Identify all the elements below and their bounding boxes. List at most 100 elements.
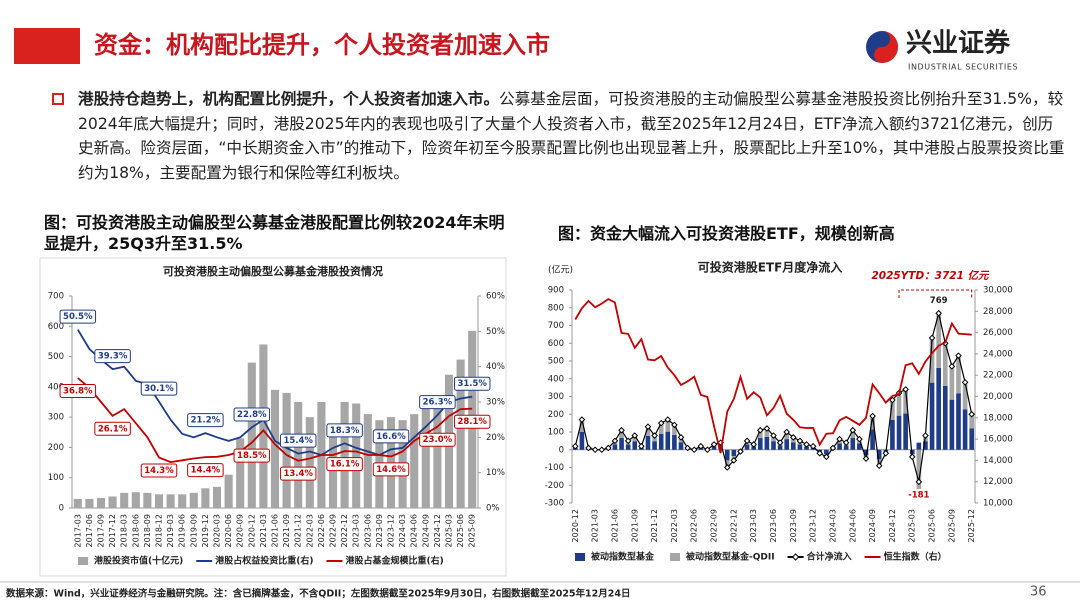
annotation: 2025YTD：3721 亿元 [871, 269, 990, 282]
marker [737, 448, 744, 455]
data-label-box [140, 463, 178, 478]
marker [644, 423, 652, 430]
marker [816, 449, 824, 457]
y2-tick-label: 16,000 [983, 435, 1013, 445]
x-tick-label: 2023-09 [789, 509, 798, 542]
legend-key [78, 557, 88, 565]
x-tick-label: 2018-06 [131, 514, 140, 547]
x-tick-label: 2025-03 [445, 514, 454, 547]
data-label: 14.3% [144, 466, 174, 476]
bar [143, 492, 152, 508]
data-label-group: 14.6% [372, 462, 410, 477]
bar [949, 399, 955, 450]
bar [201, 488, 210, 508]
data-label: 16.1% [330, 460, 360, 470]
bar [178, 494, 187, 508]
x-tick-label: 2018-03 [120, 514, 129, 547]
marker [948, 363, 956, 370]
data-label-group: 39.3% [94, 349, 131, 364]
marker [889, 396, 896, 404]
marker [836, 435, 843, 443]
bar [120, 492, 129, 508]
footer-source: 数据来源：Wind，兴业证券经济与金融研究院。注：含已摘牌基金，不含QDII；左… [5, 588, 630, 600]
x-tick-label: 2021-06 [610, 509, 619, 542]
bar [771, 441, 776, 450]
x-tick-label: 2022-12 [729, 509, 738, 542]
bar [744, 444, 750, 450]
marker [869, 412, 876, 420]
data-label: -181 [908, 490, 929, 500]
x-tick-label: 2022-03 [305, 514, 314, 547]
bar [890, 419, 895, 450]
bar [282, 392, 291, 508]
logo-subtext: INDUSTRIAL SECURITIES [908, 63, 1018, 72]
marker [809, 442, 817, 450]
data-label-box [279, 466, 317, 481]
bar [108, 496, 117, 508]
data-label: 21.2% [191, 416, 221, 426]
bar [619, 430, 624, 439]
data-label-box [372, 462, 410, 477]
x-tick-label: 2025-12 [967, 509, 976, 542]
marker [730, 457, 738, 464]
bar [843, 445, 849, 450]
bar [916, 449, 922, 489]
x-tick-label: 2024-12 [888, 509, 897, 542]
y2-tick-label: 10,000 [983, 499, 1013, 509]
data-label: 31.5% [457, 379, 487, 389]
y2-tick-label: 18,000 [983, 413, 1013, 423]
bar [305, 417, 314, 508]
bar [731, 449, 737, 457]
x-tick-label: 2022-09 [329, 514, 338, 547]
y2-tick-label: 12,000 [983, 477, 1013, 487]
marker [823, 453, 830, 461]
bar [632, 441, 638, 450]
chart-title: 可投资港股主动偏股型公募基金港股投资情况 [163, 264, 383, 278]
x-tick-label: 2020-09 [236, 514, 245, 547]
y2-tick-label: 20,000 [983, 392, 1013, 402]
data-label: 26.3% [423, 398, 453, 408]
marker [618, 426, 625, 434]
bar [791, 442, 796, 450]
data-label-box [419, 395, 456, 410]
bar [777, 445, 783, 450]
bar [903, 413, 908, 450]
bar [936, 367, 941, 450]
data-label-group: -181 [908, 490, 929, 500]
x-tick-label: 2019-06 [178, 514, 187, 547]
bar [870, 429, 875, 450]
bar [579, 419, 585, 432]
x-tick-label: 2017-03 [73, 514, 82, 547]
x-tick-label: 2024-06 [410, 514, 419, 547]
marker [908, 453, 916, 461]
y-tick-label: 700 [48, 292, 64, 302]
marker [856, 435, 863, 443]
bar [949, 366, 955, 400]
marker [763, 425, 771, 432]
data-label-box [94, 349, 131, 364]
y2-tick-label: 50% [486, 327, 505, 337]
marker [928, 334, 936, 342]
bar [896, 392, 902, 416]
bar [923, 441, 928, 450]
y2-tick-label: 20% [486, 433, 505, 443]
x-tick-label: 2021-12 [650, 509, 659, 542]
data-label: 18.3% [330, 426, 360, 436]
data-label-group: 14.3% [140, 463, 178, 478]
marker [922, 432, 929, 439]
marker [796, 437, 804, 445]
data-label-group: 28.1% [453, 414, 491, 429]
marker [955, 352, 962, 359]
data-label-box [233, 407, 271, 422]
data-label-box [326, 457, 363, 472]
bar [784, 432, 790, 440]
bar [672, 434, 677, 450]
marker [842, 439, 850, 446]
y2-tick-label: 30% [486, 398, 505, 408]
bar [85, 498, 94, 508]
legend-key-marker [791, 553, 800, 561]
x-tick-label: 2023-12 [387, 514, 396, 547]
data-label-box [326, 423, 363, 438]
bar [672, 424, 677, 435]
y2-tick-label: 14,000 [983, 456, 1013, 466]
